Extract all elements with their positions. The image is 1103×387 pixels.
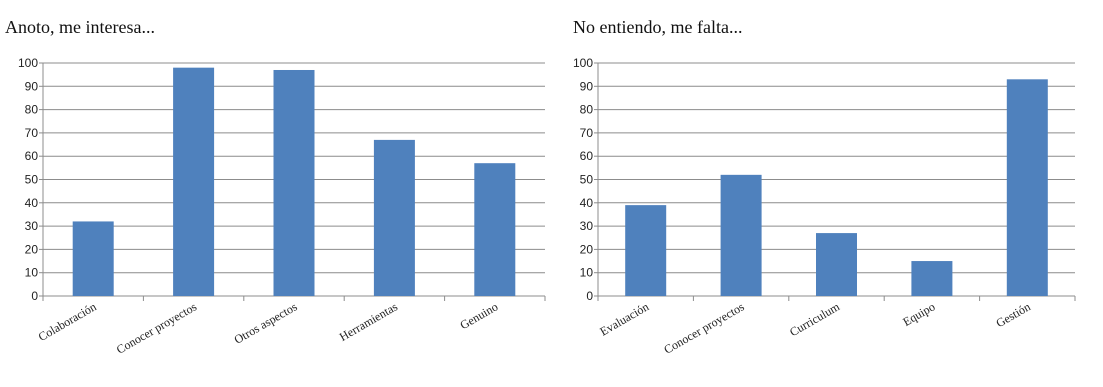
y-tick-label: 20 (25, 242, 39, 256)
y-tick-label: 90 (580, 79, 594, 93)
bar (474, 163, 516, 296)
y-tick-label: 80 (580, 103, 594, 117)
y-tick-label: 50 (25, 173, 39, 187)
bar (273, 69, 315, 297)
y-tick-label: 10 (580, 266, 594, 280)
x-tick-label: Conocer proyectos (114, 299, 199, 356)
y-tick-label: 90 (25, 79, 39, 93)
chart-interest: Anoto, me interesa... 0 10 20 30 40 50 60 70 80 9… (5, 17, 546, 357)
chart-title: Anoto, me interesa... (5, 17, 155, 37)
chart-title: No entiendo, me falta... (573, 17, 742, 37)
bar (816, 233, 857, 296)
y-tick-label: 100 (573, 56, 593, 70)
y-tick-label: 20 (580, 242, 594, 256)
x-tick-label: Genuino (458, 299, 501, 332)
y-tick-label: 70 (25, 126, 39, 140)
y-tick-label: 10 (25, 266, 39, 280)
y-tick-label: 0 (586, 289, 593, 303)
y-tick-label: 50 (580, 173, 594, 187)
x-tick-label: Curriculum (787, 299, 842, 339)
x-tick-label: Conocer proyectos (661, 299, 746, 356)
bar (173, 67, 215, 296)
x-tick-label: Equipo (900, 299, 937, 328)
bar (720, 174, 762, 296)
y-tick-label: 40 (25, 196, 39, 210)
y-tick-label: 80 (25, 103, 39, 117)
y-tick-label: 100 (18, 56, 38, 70)
bar (373, 139, 415, 296)
x-tick-label: Evaluación (597, 299, 651, 338)
y-tick-label: 0 (31, 289, 38, 303)
x-tick-label: Otros aspectos (232, 299, 300, 346)
y-tick-label: 70 (580, 126, 594, 140)
bar (72, 221, 114, 296)
bar (911, 261, 953, 296)
bar (625, 205, 667, 296)
chart-missing: No entiendo, me falta... 0 10 20 30 40 50 60 70… (573, 17, 1076, 357)
y-tick-label: 40 (580, 196, 594, 210)
y-tick-label: 60 (25, 149, 39, 163)
y-tick-label: 60 (580, 149, 594, 163)
x-tick-label: Gestión (993, 299, 1032, 330)
x-tick-label: Herramientas (337, 299, 400, 344)
y-tick-label: 30 (25, 219, 39, 233)
y-tick-label: 30 (580, 219, 594, 233)
x-tick-label: Colaboración (36, 299, 99, 343)
bar (1006, 79, 1048, 296)
